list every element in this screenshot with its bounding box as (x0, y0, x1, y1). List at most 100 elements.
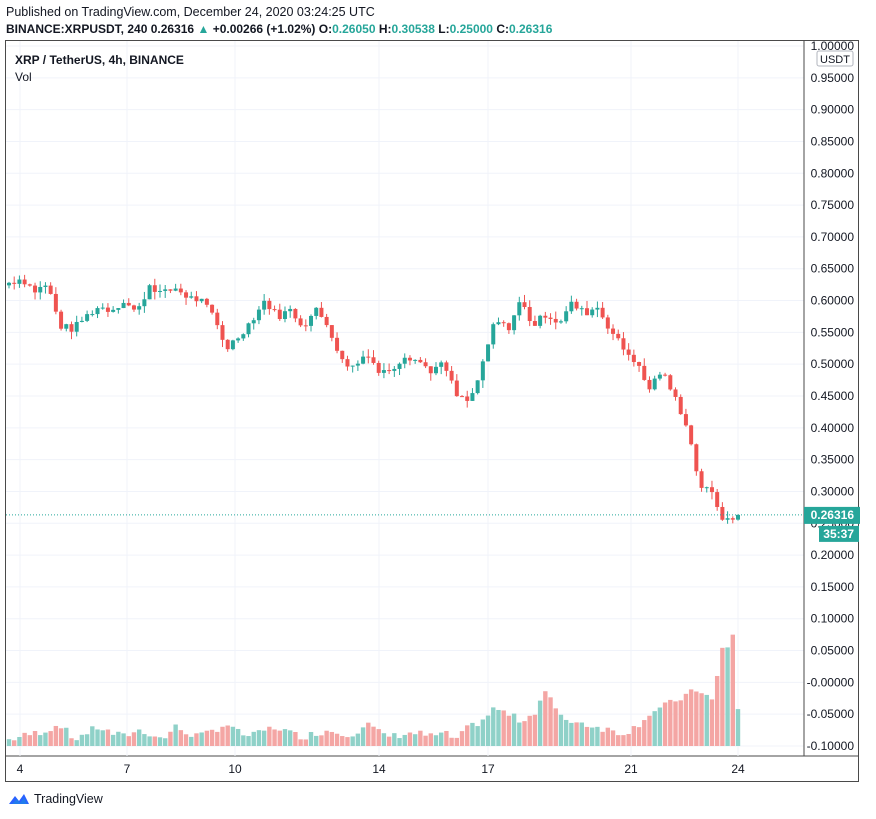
volume-bar (215, 731, 220, 746)
candle-body (329, 325, 334, 338)
volume-bar (84, 734, 90, 746)
y-tick-label: 0.35000 (811, 453, 855, 467)
candle-body (444, 362, 449, 371)
candle-body (532, 321, 537, 326)
candle-body (64, 324, 69, 329)
candle-body (366, 356, 371, 358)
candle-body (116, 308, 121, 310)
volume-bar (53, 725, 59, 746)
volume-bar (345, 737, 350, 746)
candle-body (407, 357, 412, 361)
open-value: 0.26050 (332, 22, 376, 36)
volume-bar (371, 726, 376, 746)
candle-body (288, 308, 293, 312)
candle-body (637, 362, 642, 366)
volume-bar (621, 735, 626, 746)
volume-bar (241, 735, 246, 746)
volume-bar (314, 735, 319, 746)
volume-bar (584, 726, 590, 746)
candle-body (579, 308, 584, 310)
candle-body (298, 318, 303, 326)
candle-body (512, 315, 517, 331)
volume-bar (43, 732, 48, 746)
volume-bar (293, 731, 298, 746)
candle-body (7, 282, 11, 286)
candle-body (236, 338, 241, 341)
candle-body (501, 322, 506, 324)
candle-body (709, 487, 714, 493)
candle-body (178, 288, 183, 293)
candle-body (480, 361, 485, 381)
candle-body (53, 293, 58, 312)
y-tick-label: 0.95000 (811, 71, 855, 85)
volume-bar (225, 725, 230, 746)
candle-body (210, 304, 215, 313)
symbol-label: BINANCE:XRPUSDT, 240 (6, 22, 148, 36)
volume-bar (251, 731, 256, 746)
volume-bar (662, 702, 668, 746)
y-tick-label: 0.85000 (811, 134, 855, 148)
x-tick-label: 4 (17, 762, 24, 776)
candle-body (340, 350, 345, 360)
volume-bar (189, 736, 194, 746)
candle-body (439, 362, 444, 367)
candle-body (569, 301, 574, 312)
candle-body (319, 307, 324, 317)
volume-bar (324, 730, 329, 746)
chart-frame[interactable] (5, 40, 859, 782)
volume-bar (558, 714, 564, 746)
candle-body (725, 518, 730, 520)
candle-body (12, 282, 17, 284)
candle-body (730, 518, 735, 520)
volume-bar (6, 739, 12, 746)
candle-body (293, 308, 298, 319)
volume-bar (17, 736, 22, 746)
price-value: 0.26316 (150, 22, 195, 36)
candle-body (522, 302, 527, 308)
candle-body (131, 305, 136, 310)
volume-bar (230, 726, 236, 746)
candle-body (449, 370, 454, 381)
y-tick-label: 0.55000 (811, 325, 855, 339)
volume-bar (12, 740, 17, 746)
y-tick-label: 0.70000 (811, 230, 855, 244)
candle-body (137, 306, 142, 310)
volume-bar (90, 726, 95, 746)
candle-body (90, 314, 95, 316)
candle-body (558, 321, 563, 323)
candle-body (27, 284, 32, 286)
volume-bar (418, 730, 423, 746)
candle-body (100, 307, 105, 309)
volume-bar (579, 722, 584, 746)
candle-body (600, 307, 605, 318)
candle-body (611, 328, 616, 334)
volume-bar (496, 709, 501, 746)
candle-body (204, 298, 209, 305)
candle-body (17, 279, 22, 284)
volume-bar (235, 728, 241, 746)
candle-body (491, 324, 496, 345)
candle-body (303, 325, 308, 327)
candle-body (194, 296, 199, 302)
candle-body (48, 285, 53, 294)
y-tick-label: 0.05000 (811, 644, 855, 658)
candle-body (43, 285, 48, 287)
candle-body (538, 315, 543, 326)
high-value: 0.30538 (391, 22, 435, 36)
volume-bar (730, 634, 735, 746)
volume-bar (595, 726, 600, 746)
candle-body (543, 315, 548, 318)
volume-legend: Vol (15, 70, 32, 84)
candle-body (121, 302, 126, 309)
candle-body (548, 317, 553, 319)
candle-body (616, 333, 621, 339)
volume-bar (548, 697, 553, 746)
candle-body (496, 322, 501, 325)
candle-body (668, 375, 673, 390)
footer-brand: TradingView (34, 792, 103, 806)
volume-bar (720, 647, 725, 746)
candle-body (402, 357, 407, 364)
y-tick-label: 1.00000 (811, 39, 855, 53)
volume-bar (626, 733, 631, 746)
